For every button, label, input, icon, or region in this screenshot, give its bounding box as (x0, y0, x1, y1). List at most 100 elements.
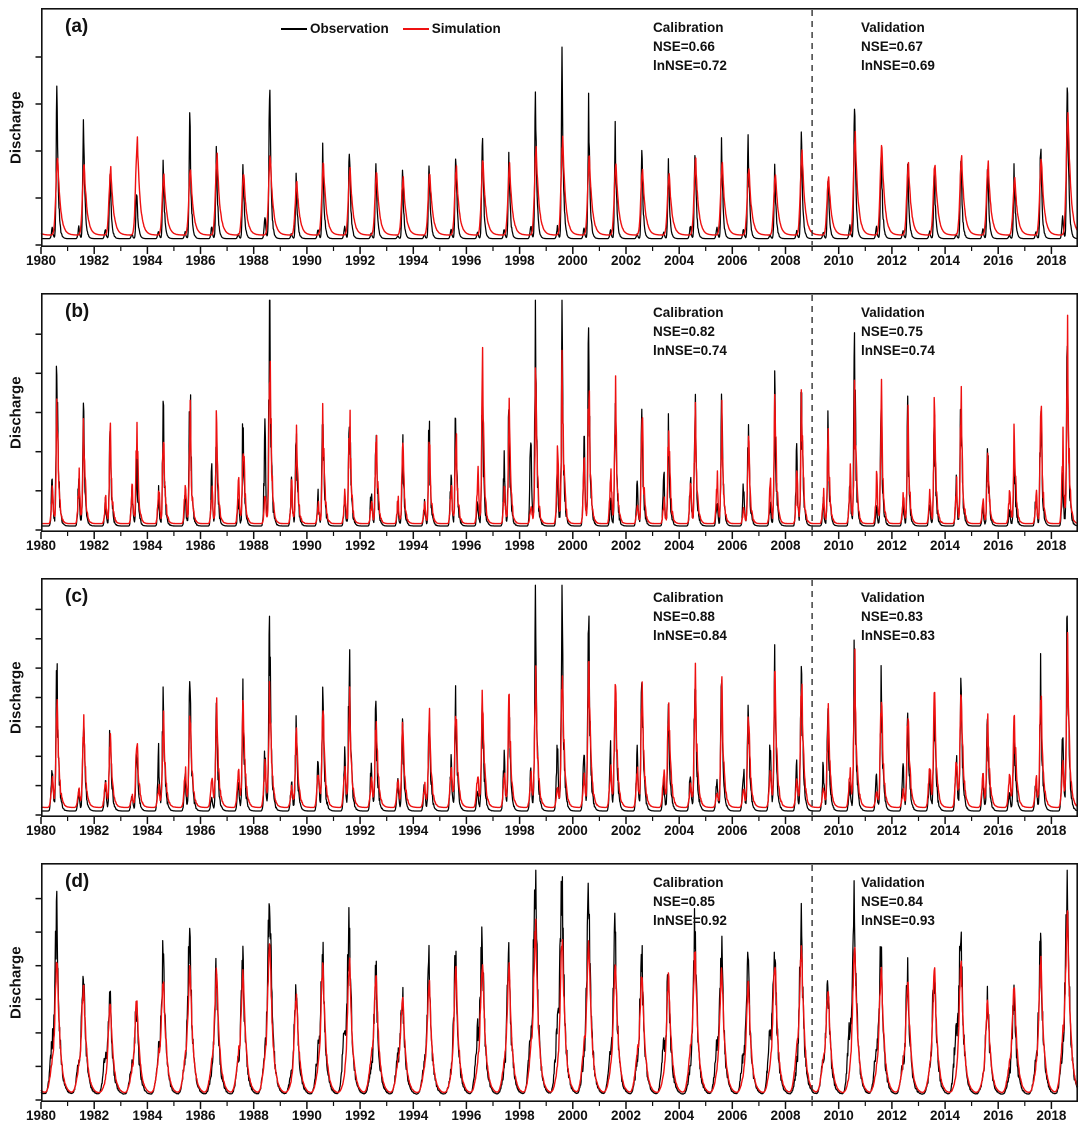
x-tick-label: 2018 (1036, 538, 1067, 553)
x-tick-label: 2004 (664, 253, 695, 268)
x-tick-label: 1986 (185, 253, 216, 268)
x-tick-label: 1996 (451, 823, 482, 838)
x-tick-label: 1984 (132, 823, 163, 838)
validation-metric: NSE=0.83 (861, 609, 923, 624)
x-tick-label: 2004 (664, 823, 695, 838)
x-tick-label: 2002 (610, 538, 641, 553)
x-tick-label: 1990 (291, 253, 322, 268)
x-tick-label: 2002 (610, 823, 641, 838)
calibration-metric: NSE=0.82 (653, 324, 715, 339)
x-tick-label: 2006 (717, 823, 748, 838)
calibration-stats: Calibration NSE=0.82 lnNSE=0.74 (653, 303, 727, 360)
x-tick-label: 2000 (557, 823, 588, 838)
x-tick-label: 2018 (1036, 1108, 1067, 1123)
x-tick-label: 2014 (930, 253, 961, 268)
x-tick-label: 2014 (930, 1108, 961, 1123)
observation-line (40, 299, 1078, 527)
x-tick-label: 1980 (25, 1108, 57, 1123)
panel-d: Discharge (d) Calibration NSE=0.85 lnNSE=0.9… (8, 863, 1079, 1123)
legend: Observation Simulation (281, 21, 501, 36)
x-tick-label: 1984 (132, 253, 163, 268)
calibration-stats: Calibration NSE=0.66 lnNSE=0.72 (653, 18, 727, 75)
validation-metric: NSE=0.84 (861, 894, 923, 909)
x-tick-label: 2012 (876, 823, 907, 838)
x-tick-label: 2008 (770, 253, 801, 268)
x-tick-label: 1996 (451, 538, 482, 553)
x-tick-label: 2000 (557, 253, 588, 268)
x-tick-label: 1998 (504, 823, 535, 838)
panel-letter: (d) (65, 871, 90, 892)
x-tick-label: 1986 (185, 538, 216, 553)
x-tick-label: 1988 (238, 1108, 269, 1123)
x-tick-label: 1980 (25, 823, 57, 838)
x-tick-label: 2002 (610, 1108, 641, 1123)
validation-stats: Validation NSE=0.75 lnNSE=0.74 (861, 303, 935, 360)
x-tick-label: 1986 (185, 823, 216, 838)
x-tick-label: 1992 (345, 823, 376, 838)
plot-frame (41, 293, 1079, 532)
timeseries-svg (35, 863, 1079, 1109)
calibration-title: Calibration (653, 20, 724, 35)
x-tick-label: 2008 (770, 1108, 801, 1123)
x-tick-label: 1982 (79, 823, 110, 838)
legend-label: Simulation (431, 21, 501, 36)
x-tick-label: 1990 (291, 1108, 322, 1123)
panel-a: Discharge (a) Observation Simulation Calibra… (8, 8, 1079, 268)
validation-title: Validation (861, 305, 925, 320)
x-tick-label: 1994 (398, 538, 429, 553)
panel-b: Discharge (b) Calibration NSE=0.82 lnNSE=0.7… (8, 293, 1079, 553)
x-tick-label: 2018 (1036, 823, 1067, 838)
x-tick-label: 2016 (983, 538, 1014, 553)
x-tick-label: 2006 (717, 1108, 748, 1123)
validation-metric: lnNSE=0.74 (861, 343, 935, 358)
x-tick-label: 1994 (398, 823, 429, 838)
y-axis-label: Discharge (7, 661, 25, 734)
plot-area: (d) Calibration NSE=0.85 lnNSE=0.92 Validati… (35, 863, 1079, 1109)
y-axis-label: Discharge (7, 376, 25, 449)
x-tick-label: 1992 (345, 538, 376, 553)
x-tick-label: 2008 (770, 823, 801, 838)
simulation-line (40, 631, 1079, 809)
calibration-title: Calibration (653, 305, 724, 320)
x-tick-label: 2018 (1036, 253, 1067, 268)
plot-area: (b) Calibration NSE=0.82 lnNSE=0.74 Validati… (35, 293, 1079, 539)
x-tick-label: 1982 (79, 538, 110, 553)
x-tick-label: 2000 (557, 1108, 588, 1123)
x-tick-label: 1998 (504, 1108, 535, 1123)
validation-metric: lnNSE=0.69 (861, 58, 935, 73)
simulation-line (40, 314, 1078, 525)
x-tick-label: 1992 (345, 1108, 376, 1123)
x-tick-label: 2016 (983, 823, 1014, 838)
calibration-metric: lnNSE=0.92 (653, 913, 727, 928)
x-tick-label: 1998 (504, 538, 535, 553)
x-axis-labels: 1980 1982 1984 1986 1988 1990 1992 1994 1996 1998… (26, 251, 1078, 277)
x-tick-label: 1984 (132, 538, 163, 553)
x-tick-label: 2006 (717, 538, 748, 553)
y-axis-label: Discharge (7, 91, 25, 164)
x-tick-label: 1986 (185, 1108, 216, 1123)
x-tick-label: 2010 (823, 1108, 854, 1123)
x-tick-label: 2014 (930, 538, 961, 553)
x-tick-label: 1982 (79, 253, 110, 268)
validation-title: Validation (861, 590, 925, 605)
x-tick-label: 1996 (451, 1108, 482, 1123)
x-tick-label: 1990 (291, 823, 322, 838)
x-tick-label: 2010 (823, 253, 854, 268)
timeseries-svg (35, 578, 1079, 824)
simulation-line (40, 910, 1079, 1094)
simulation-line (40, 111, 1079, 236)
x-tick-label: 1984 (132, 1108, 163, 1123)
y-axis-label: Discharge (7, 946, 25, 1019)
panel-c: Discharge (c) Calibration NSE=0.88 lnNSE=0.8… (8, 578, 1079, 838)
legend-line-swatch (402, 27, 429, 30)
x-tick-label: 1994 (398, 1108, 429, 1123)
x-tick-label: 2014 (930, 823, 961, 838)
calibration-metric: lnNSE=0.74 (653, 343, 727, 358)
validation-metric: lnNSE=0.93 (861, 913, 935, 928)
x-tick-label: 1994 (398, 253, 429, 268)
calibration-metric: NSE=0.66 (653, 39, 715, 54)
x-tick-label: 1996 (451, 253, 482, 268)
legend-line-swatch (281, 27, 307, 30)
legend-label: Observation (310, 21, 389, 36)
